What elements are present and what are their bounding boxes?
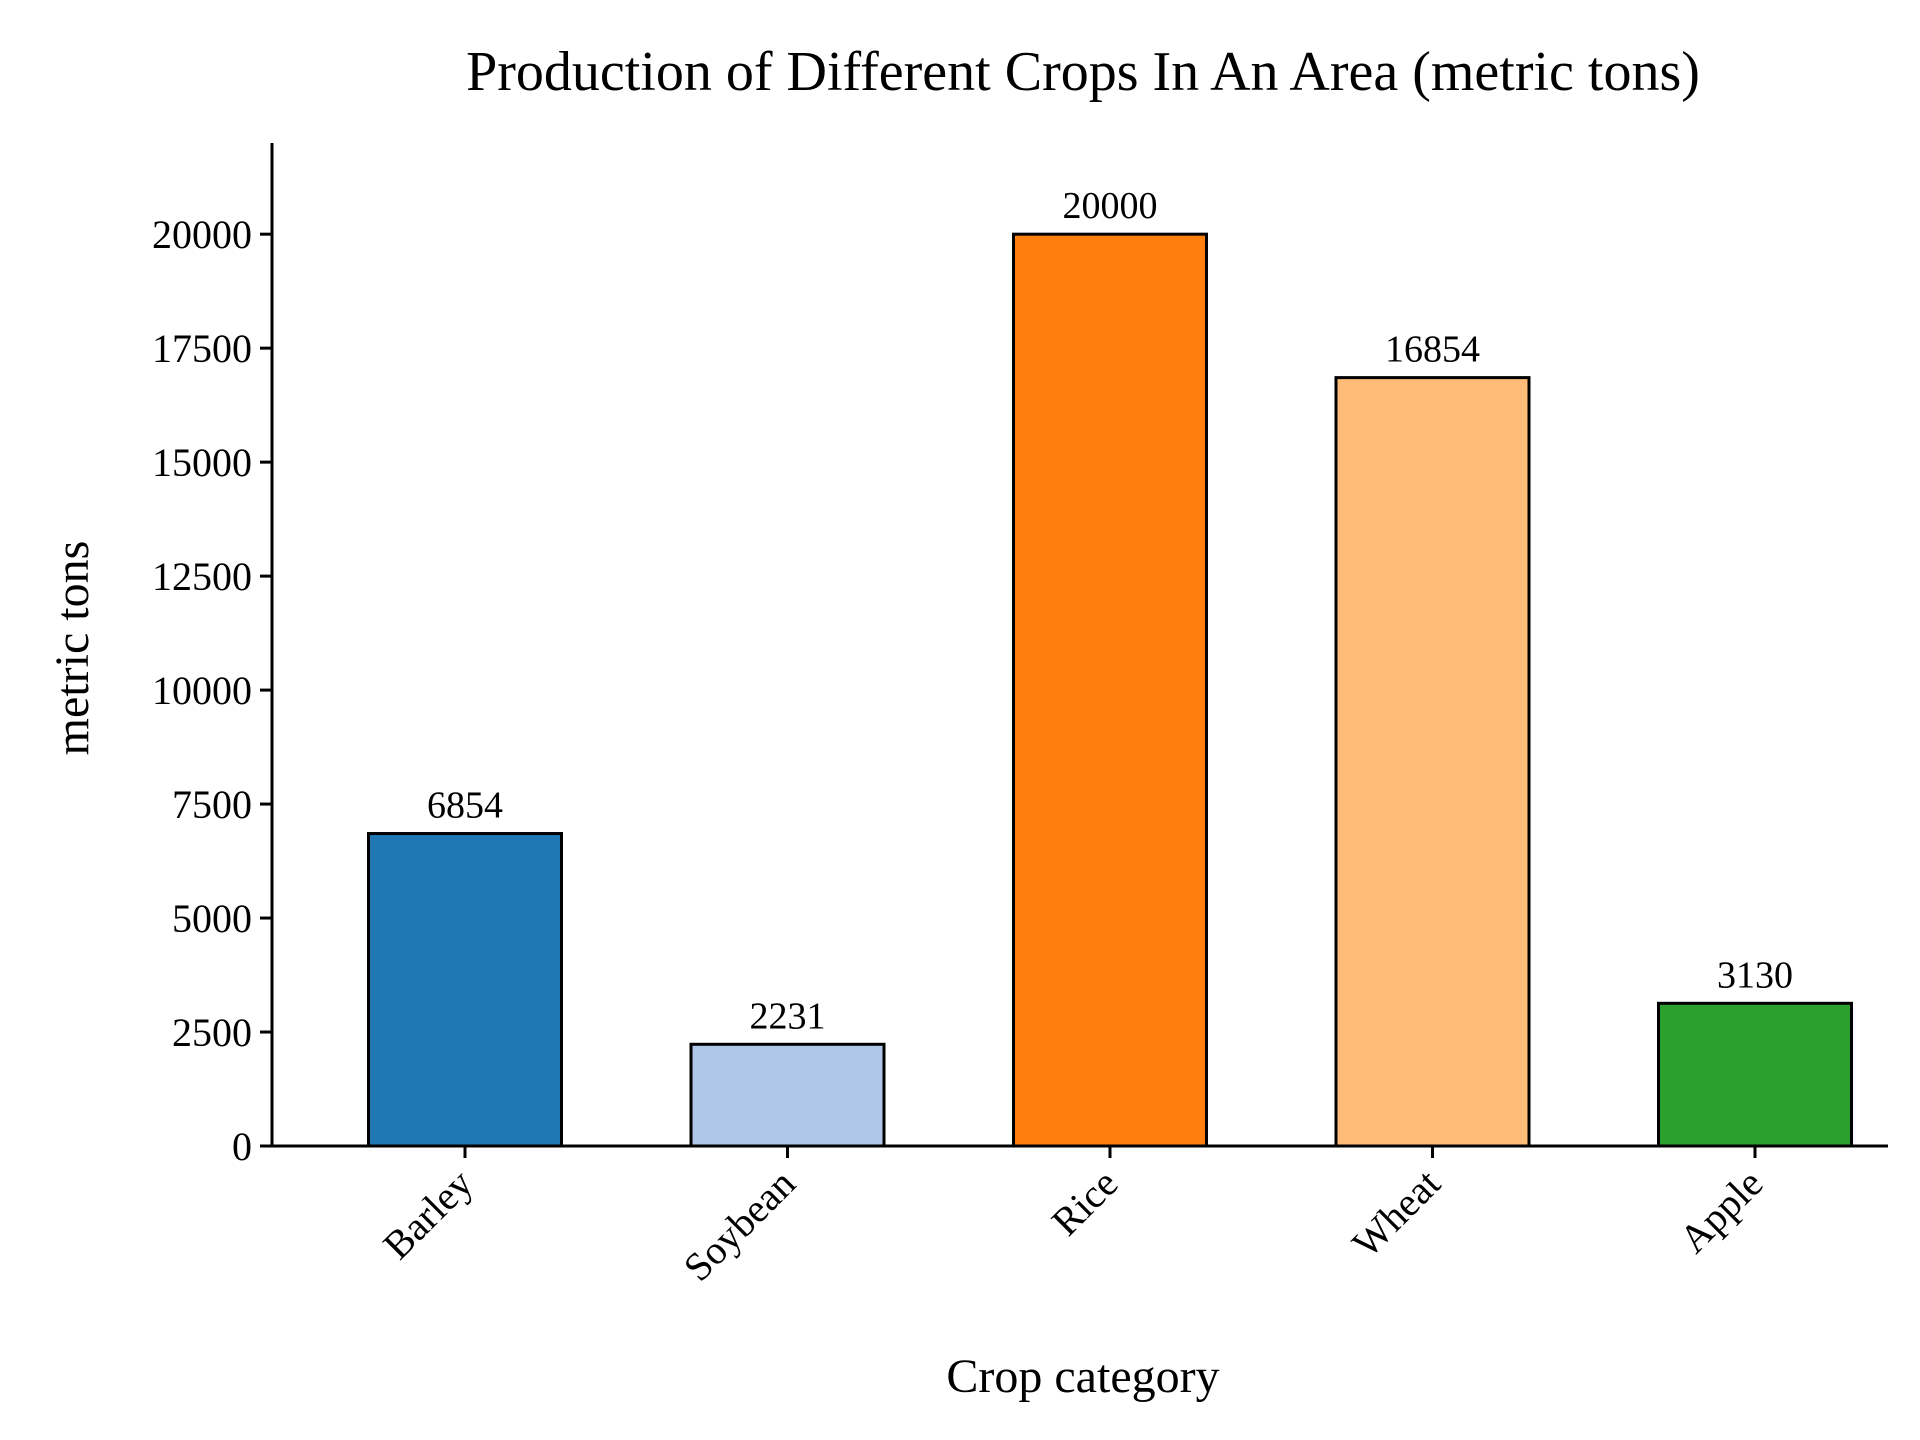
data-label-apple: 3130: [1717, 954, 1793, 996]
y-axis-label: metric tons: [46, 541, 99, 756]
bar-rice: [1012, 232, 1208, 1148]
y-tick-label-17500: 17500: [152, 326, 252, 371]
y-tick-label-12500: 12500: [152, 554, 252, 599]
y-tick-label-5000: 5000: [172, 896, 252, 941]
y-tick-label-7500: 7500: [172, 782, 252, 827]
x-tick-label-wheat: Wheat: [1343, 1161, 1449, 1267]
x-tick-label-rice: Rice: [1043, 1161, 1127, 1245]
y-tick-label-0: 0: [232, 1124, 252, 1169]
data-label-soybean: 2231: [750, 995, 826, 1037]
data-label-wheat: 16854: [1385, 329, 1480, 371]
bar-barley: [367, 832, 563, 1148]
x-axis-label: Crop category: [946, 1350, 1219, 1403]
data-label-rice: 20000: [1063, 185, 1158, 227]
chart-title: Production of Different Crops In An Area…: [466, 41, 1700, 103]
y-tick-label-15000: 15000: [152, 440, 252, 485]
x-tick-label-barley: Barley: [374, 1161, 481, 1268]
y-tick-label-10000: 10000: [152, 668, 252, 713]
x-tick-label-soybean: Soybean: [675, 1161, 804, 1290]
bar-soybean: [689, 1042, 886, 1148]
y-tick-label-2500: 2500: [172, 1010, 252, 1055]
data-label-barley: 6854: [427, 785, 503, 827]
x-tick-label-apple: Apple: [1670, 1161, 1771, 1262]
bar-wheat: [1334, 376, 1531, 1148]
plot-area: 6854 2231 20000 16854 3130 0 2500 5000 7500 10000…: [152, 143, 1888, 1290]
bar-apple: [1657, 1001, 1853, 1148]
y-tick-label-20000: 20000: [152, 212, 252, 257]
